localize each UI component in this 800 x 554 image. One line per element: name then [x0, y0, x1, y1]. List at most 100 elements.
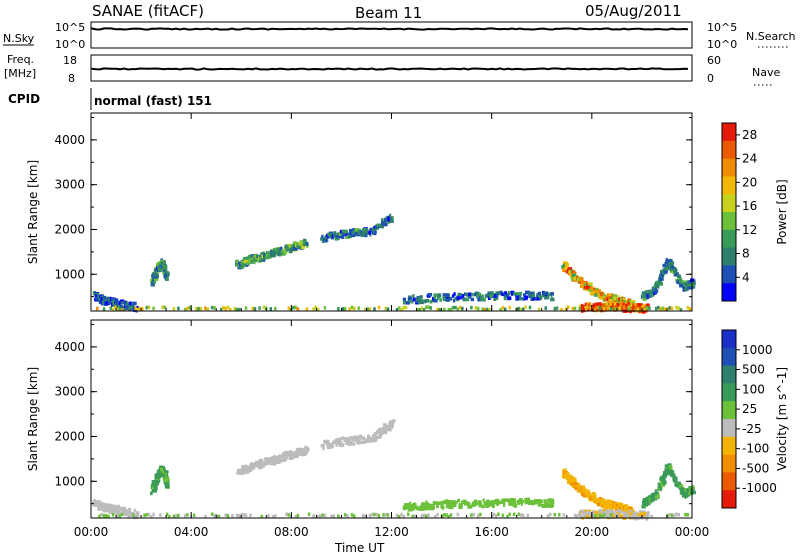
- scatter-cell: [188, 305, 191, 310]
- scatter-cell: [660, 475, 664, 480]
- scatter-cell: [156, 470, 160, 474]
- scatter-cell: [458, 503, 461, 507]
- scatter-cell: [503, 307, 507, 312]
- scatter-cell: [520, 502, 523, 506]
- scatter-cell: [645, 303, 650, 307]
- scatter-cell: [319, 514, 322, 518]
- scatter-cell: [125, 305, 130, 310]
- scatter-cell: [423, 502, 427, 506]
- scatter-cell: [213, 306, 216, 310]
- scatter-cell: [609, 515, 614, 519]
- scatter-cell: [120, 512, 124, 517]
- scatter-cell: [346, 438, 351, 443]
- scatter-cell: [686, 305, 689, 310]
- scatter-cell: [429, 506, 434, 511]
- scatter-cell: [238, 265, 243, 270]
- scatter-cell: [516, 296, 520, 301]
- scatter-cell: [423, 299, 426, 303]
- scatter-cell: [226, 514, 230, 518]
- scatter-cell: [615, 503, 619, 508]
- scatter-cell: [330, 235, 334, 240]
- scatter-cell: [103, 295, 107, 300]
- scatter-cell: [454, 305, 457, 310]
- scatter-cell: [152, 306, 155, 311]
- scatter-cell: [389, 219, 394, 223]
- scatter-cell: [361, 513, 365, 518]
- scatter-cell: [316, 514, 320, 519]
- scatter-cell: [390, 216, 393, 221]
- scatter-cell: [446, 295, 450, 300]
- scatter-cell: [539, 499, 543, 503]
- freq-tick-top: 18: [63, 54, 77, 67]
- colorbar-tick-label: 4: [742, 270, 750, 284]
- scatter-cell: [336, 232, 339, 237]
- scatter-cell: [686, 285, 690, 290]
- scatter-cell: [154, 473, 158, 478]
- scatter-cell: [250, 260, 255, 264]
- scatter-cell: [375, 430, 380, 434]
- scatter-cell: [153, 274, 158, 279]
- scatter-cell: [162, 271, 166, 275]
- scatter-cell: [246, 256, 249, 260]
- scatter-cell: [517, 512, 520, 517]
- scatter-cell: [163, 480, 166, 485]
- colorbar-segment: [722, 212, 736, 231]
- scatter-cell: [663, 307, 667, 312]
- scatter-cell: [597, 502, 601, 507]
- scatter-cell: [350, 233, 355, 238]
- scatter-cell: [663, 270, 668, 274]
- colorbar-tick-label: 1000: [742, 343, 773, 357]
- scatter-cell: [356, 435, 361, 440]
- scatter-cell: [484, 504, 490, 508]
- scatter-cell: [584, 509, 589, 514]
- scatter-cell: [456, 512, 460, 517]
- scatter-cell: [250, 464, 255, 469]
- scatter-cell: [369, 232, 372, 237]
- scatter-cell: [521, 499, 525, 504]
- scatter-cell: [671, 473, 675, 478]
- scatter-cell: [123, 307, 126, 312]
- scatter-cell: [669, 259, 673, 263]
- scatter-cell: [348, 440, 352, 445]
- scatter-cell: [603, 515, 606, 519]
- scatter-cell: [336, 441, 340, 445]
- colorbar-segment: [722, 365, 736, 384]
- scatter-cell: [387, 218, 391, 222]
- scatter-cell: [118, 512, 123, 516]
- scatter-cell: [100, 513, 104, 517]
- scatter-cell: [183, 308, 187, 312]
- scatter-cell: [420, 514, 424, 518]
- range-tick-label: 4000: [54, 340, 85, 354]
- scatter-cell: [284, 450, 289, 455]
- scatter-cell: [579, 515, 583, 520]
- scatter-cell: [526, 513, 529, 518]
- scatter-cell: [613, 296, 617, 301]
- scatter-cell: [565, 476, 570, 481]
- scatter-cell: [433, 293, 437, 297]
- scatter-cell: [400, 512, 403, 517]
- colorbar-segment: [722, 419, 736, 438]
- scatter-cell: [384, 306, 387, 311]
- scatter-cell: [599, 499, 603, 504]
- scatter-cell: [108, 510, 113, 514]
- scatter-cell: [271, 461, 275, 466]
- scatter-cell: [339, 437, 342, 441]
- time-tick-label: 20:00: [575, 525, 610, 539]
- scatter-cell: [545, 291, 549, 296]
- nsky-tick-bottom: 10^0: [55, 38, 85, 51]
- scatter-cell: [611, 511, 614, 515]
- scatter-cell: [118, 514, 122, 518]
- scatter-cell: [585, 515, 588, 519]
- scatter-cell: [439, 298, 442, 302]
- scatter-cell: [388, 420, 392, 425]
- scatter-cell: [612, 294, 618, 298]
- scatter-cell: [679, 308, 683, 312]
- scatter-cell: [550, 504, 554, 509]
- scatter-cell: [605, 512, 608, 517]
- scatter-cell: [411, 514, 415, 519]
- scatter-cell: [407, 296, 412, 301]
- scatter-cell: [267, 255, 270, 260]
- colorbar-tick-label: 28: [742, 128, 757, 142]
- station-title: SANAE (fitACF): [92, 2, 204, 20]
- scatter-cell: [425, 299, 430, 303]
